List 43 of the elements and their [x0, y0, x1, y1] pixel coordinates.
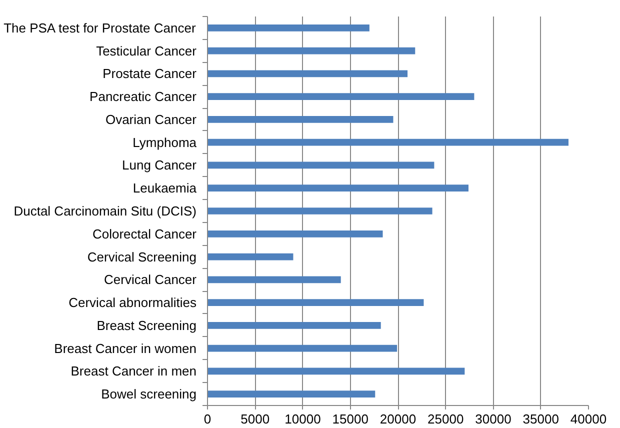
- bar: [208, 253, 294, 260]
- x-tick-label: 30000: [475, 412, 512, 426]
- y-tick-label: Lymphoma: [132, 134, 198, 150]
- y-tick-label: Ovarian Cancer: [105, 112, 198, 127]
- bar: [208, 24, 370, 32]
- bar: [208, 230, 383, 238]
- bar: [208, 138, 568, 146]
- y-tick-label: Leukaemia: [132, 180, 198, 196]
- x-tick-label: 5000: [240, 412, 270, 426]
- x-tick-label: 40000: [570, 412, 607, 426]
- y-tick-label: Cervical abnormalities: [68, 295, 197, 310]
- y-tick-label: Lung Cancer: [122, 158, 198, 173]
- y-tick-label: Prostate Cancer: [102, 66, 198, 82]
- x-tick-label: 20000: [380, 412, 416, 426]
- y-tick-label: Breast Cancer in men: [70, 364, 197, 379]
- y-tick-label: Bowel screening: [101, 386, 197, 402]
- x-tick-label: 10000: [284, 412, 321, 426]
- y-tick-label: Ductal Carcinomain Situ (DCIS): [14, 204, 197, 218]
- x-tick-label: 35000: [522, 412, 559, 426]
- y-tick-label: Breast Cancer in women: [54, 340, 197, 356]
- y-tick-label: Colorectal Cancer: [92, 226, 198, 242]
- bar: [208, 162, 434, 169]
- bar: [208, 322, 381, 329]
- bar: [208, 344, 398, 352]
- bar: [208, 116, 394, 123]
- y-tick-label: Pancreatic Cancer: [90, 89, 198, 104]
- bar: [208, 390, 376, 398]
- bar: [208, 208, 432, 214]
- y-tick-label: Cervical Screening: [87, 249, 197, 264]
- bar: [208, 47, 416, 54]
- y-tick-label: Cervical Cancer: [104, 272, 198, 288]
- bar: [208, 299, 424, 306]
- y-tick-label: Testicular Cancer: [96, 43, 198, 58]
- bar: [208, 276, 341, 284]
- x-tick-label: 0: [204, 412, 212, 426]
- bar: [208, 184, 468, 192]
- bar: [208, 368, 465, 375]
- x-tick-label: 15000: [332, 412, 368, 426]
- y-tick-label: The PSA test for Prostate Cancer: [4, 20, 196, 36]
- bar: [208, 93, 474, 100]
- x-tick-label: 25000: [428, 412, 464, 426]
- bar: [208, 70, 408, 78]
- y-tick-label: Breast Screening: [96, 318, 197, 333]
